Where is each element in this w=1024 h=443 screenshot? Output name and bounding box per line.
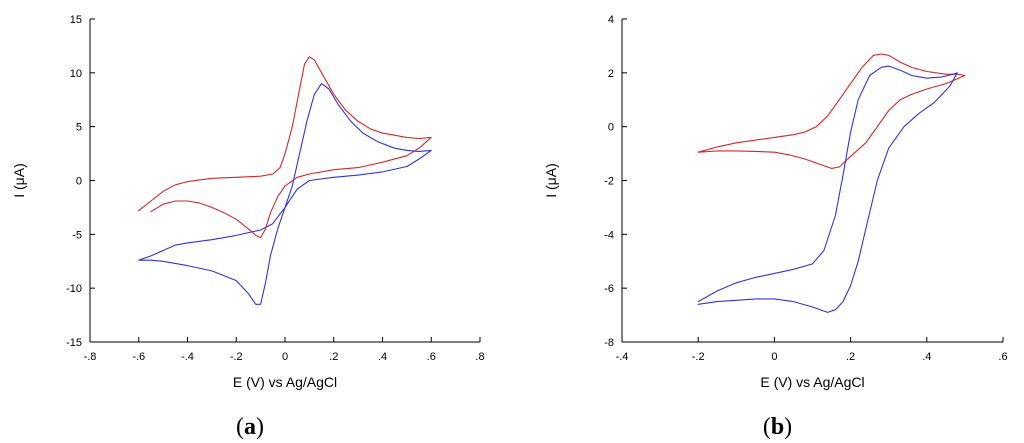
- x-tick-label: 0: [282, 351, 288, 363]
- x-tick-label: -.2: [692, 351, 705, 363]
- series-line-1: [697, 53, 966, 169]
- y-axis-label: I (μA): [543, 163, 559, 198]
- y-tick-label: -10: [66, 283, 82, 295]
- x-tick-label: -.2: [230, 351, 243, 363]
- x-tick-label: -.4: [616, 351, 629, 363]
- y-axis-label: I (μA): [11, 163, 27, 198]
- y-tick-label: -8: [604, 337, 614, 349]
- x-tick-label: -.8: [84, 351, 97, 363]
- panel-label: (a): [236, 414, 264, 440]
- x-axis-label: E (V) vs Ag/AgCl: [760, 374, 864, 390]
- x-tick-label: -.4: [181, 351, 194, 363]
- x-tick-label: 0: [771, 351, 777, 363]
- y-tick-label: 10: [70, 68, 82, 80]
- series-line-2: [138, 83, 432, 305]
- x-tick-label: .8: [475, 351, 484, 363]
- x-tick-label: .6: [998, 351, 1007, 363]
- x-tick-label: .4: [922, 351, 931, 363]
- y-tick-label: -15: [66, 337, 82, 349]
- y-tick-label: 2: [608, 68, 614, 80]
- y-tick-label: -5: [72, 229, 82, 241]
- y-tick-label: -2: [604, 176, 614, 188]
- x-axis-label: E (V) vs Ag/AgCl: [233, 374, 337, 390]
- y-tick-label: 0: [608, 122, 614, 134]
- y-tick-label: 5: [76, 122, 82, 134]
- x-tick-label: .4: [378, 351, 387, 363]
- y-tick-label: 4: [608, 14, 614, 26]
- x-tick-label: -.6: [132, 351, 145, 363]
- y-tick-label: 0: [76, 176, 82, 188]
- y-tick-label: -4: [604, 229, 614, 241]
- y-tick-label: 15: [70, 14, 82, 26]
- chart-panel-a: -15 -10 -5 0 5 10 15 -.8 -.6 -.4 -.2 0 .2 .4 .6 .8 E (V)…: [11, 14, 485, 440]
- series-line-1: [138, 56, 432, 239]
- series-line-2: [697, 65, 958, 313]
- x-tick-label: .6: [427, 351, 436, 363]
- x-tick-label: .2: [846, 351, 855, 363]
- x-tick-label: .2: [329, 351, 338, 363]
- y-tick-label: -6: [604, 283, 614, 295]
- chart-panel-b: -8 -6 -4 -2 0 2 4 -.4 -.2 0 .2 .4 .6 E (V) vs Ag/AgCl…: [543, 14, 1008, 440]
- panel-label: (b): [763, 414, 792, 440]
